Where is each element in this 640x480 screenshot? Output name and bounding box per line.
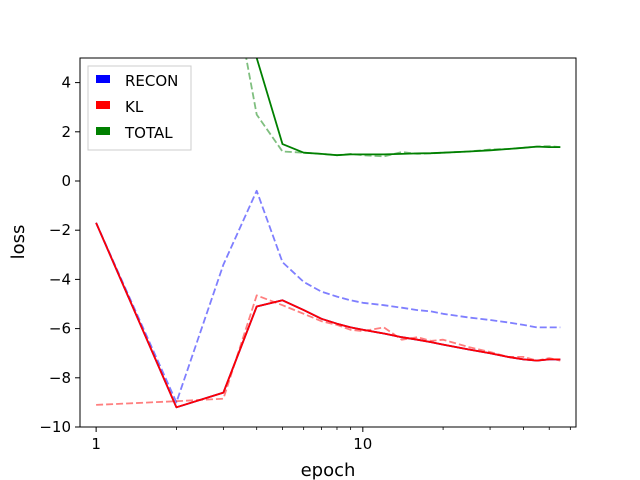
series-layer [95,58,561,409]
y-tick-label: 2 [61,123,71,141]
y-axis-label: loss [8,225,29,260]
x-tick-label: 10 [353,435,372,453]
series-line-recon-dashed [95,189,561,404]
y-tick-label: −4 [49,270,71,288]
legend-label-kl: KL [125,98,144,116]
legend-swatch-total [96,127,110,135]
x-axis-label: epoch [301,460,356,480]
y-tick-label: 4 [61,74,71,92]
plot-frame [79,57,577,428]
legend-label-recon: RECON [125,72,178,90]
legend-swatch-kl [96,101,110,109]
series-line-kl-dashed [96,294,561,406]
legend-swatch-recon [96,75,110,83]
x-tick-label: 1 [91,435,101,453]
series-line-total-dashed [245,58,561,158]
y-tick-label: −6 [49,320,71,338]
y-tick-label: −2 [49,221,71,239]
y-tick-label: 0 [61,172,71,190]
series-line-total-solid [255,58,561,157]
legend-label-total: TOTAL [124,124,173,142]
y-tick-label: −10 [39,418,71,436]
legend: RECON KL TOTAL [87,65,192,151]
y-tick-label: −8 [49,369,71,387]
ticks-layer: −10 −8 −6 −4 −2 0 2 4 1 10 [39,74,571,453]
series-line-kl-solid [95,222,561,409]
